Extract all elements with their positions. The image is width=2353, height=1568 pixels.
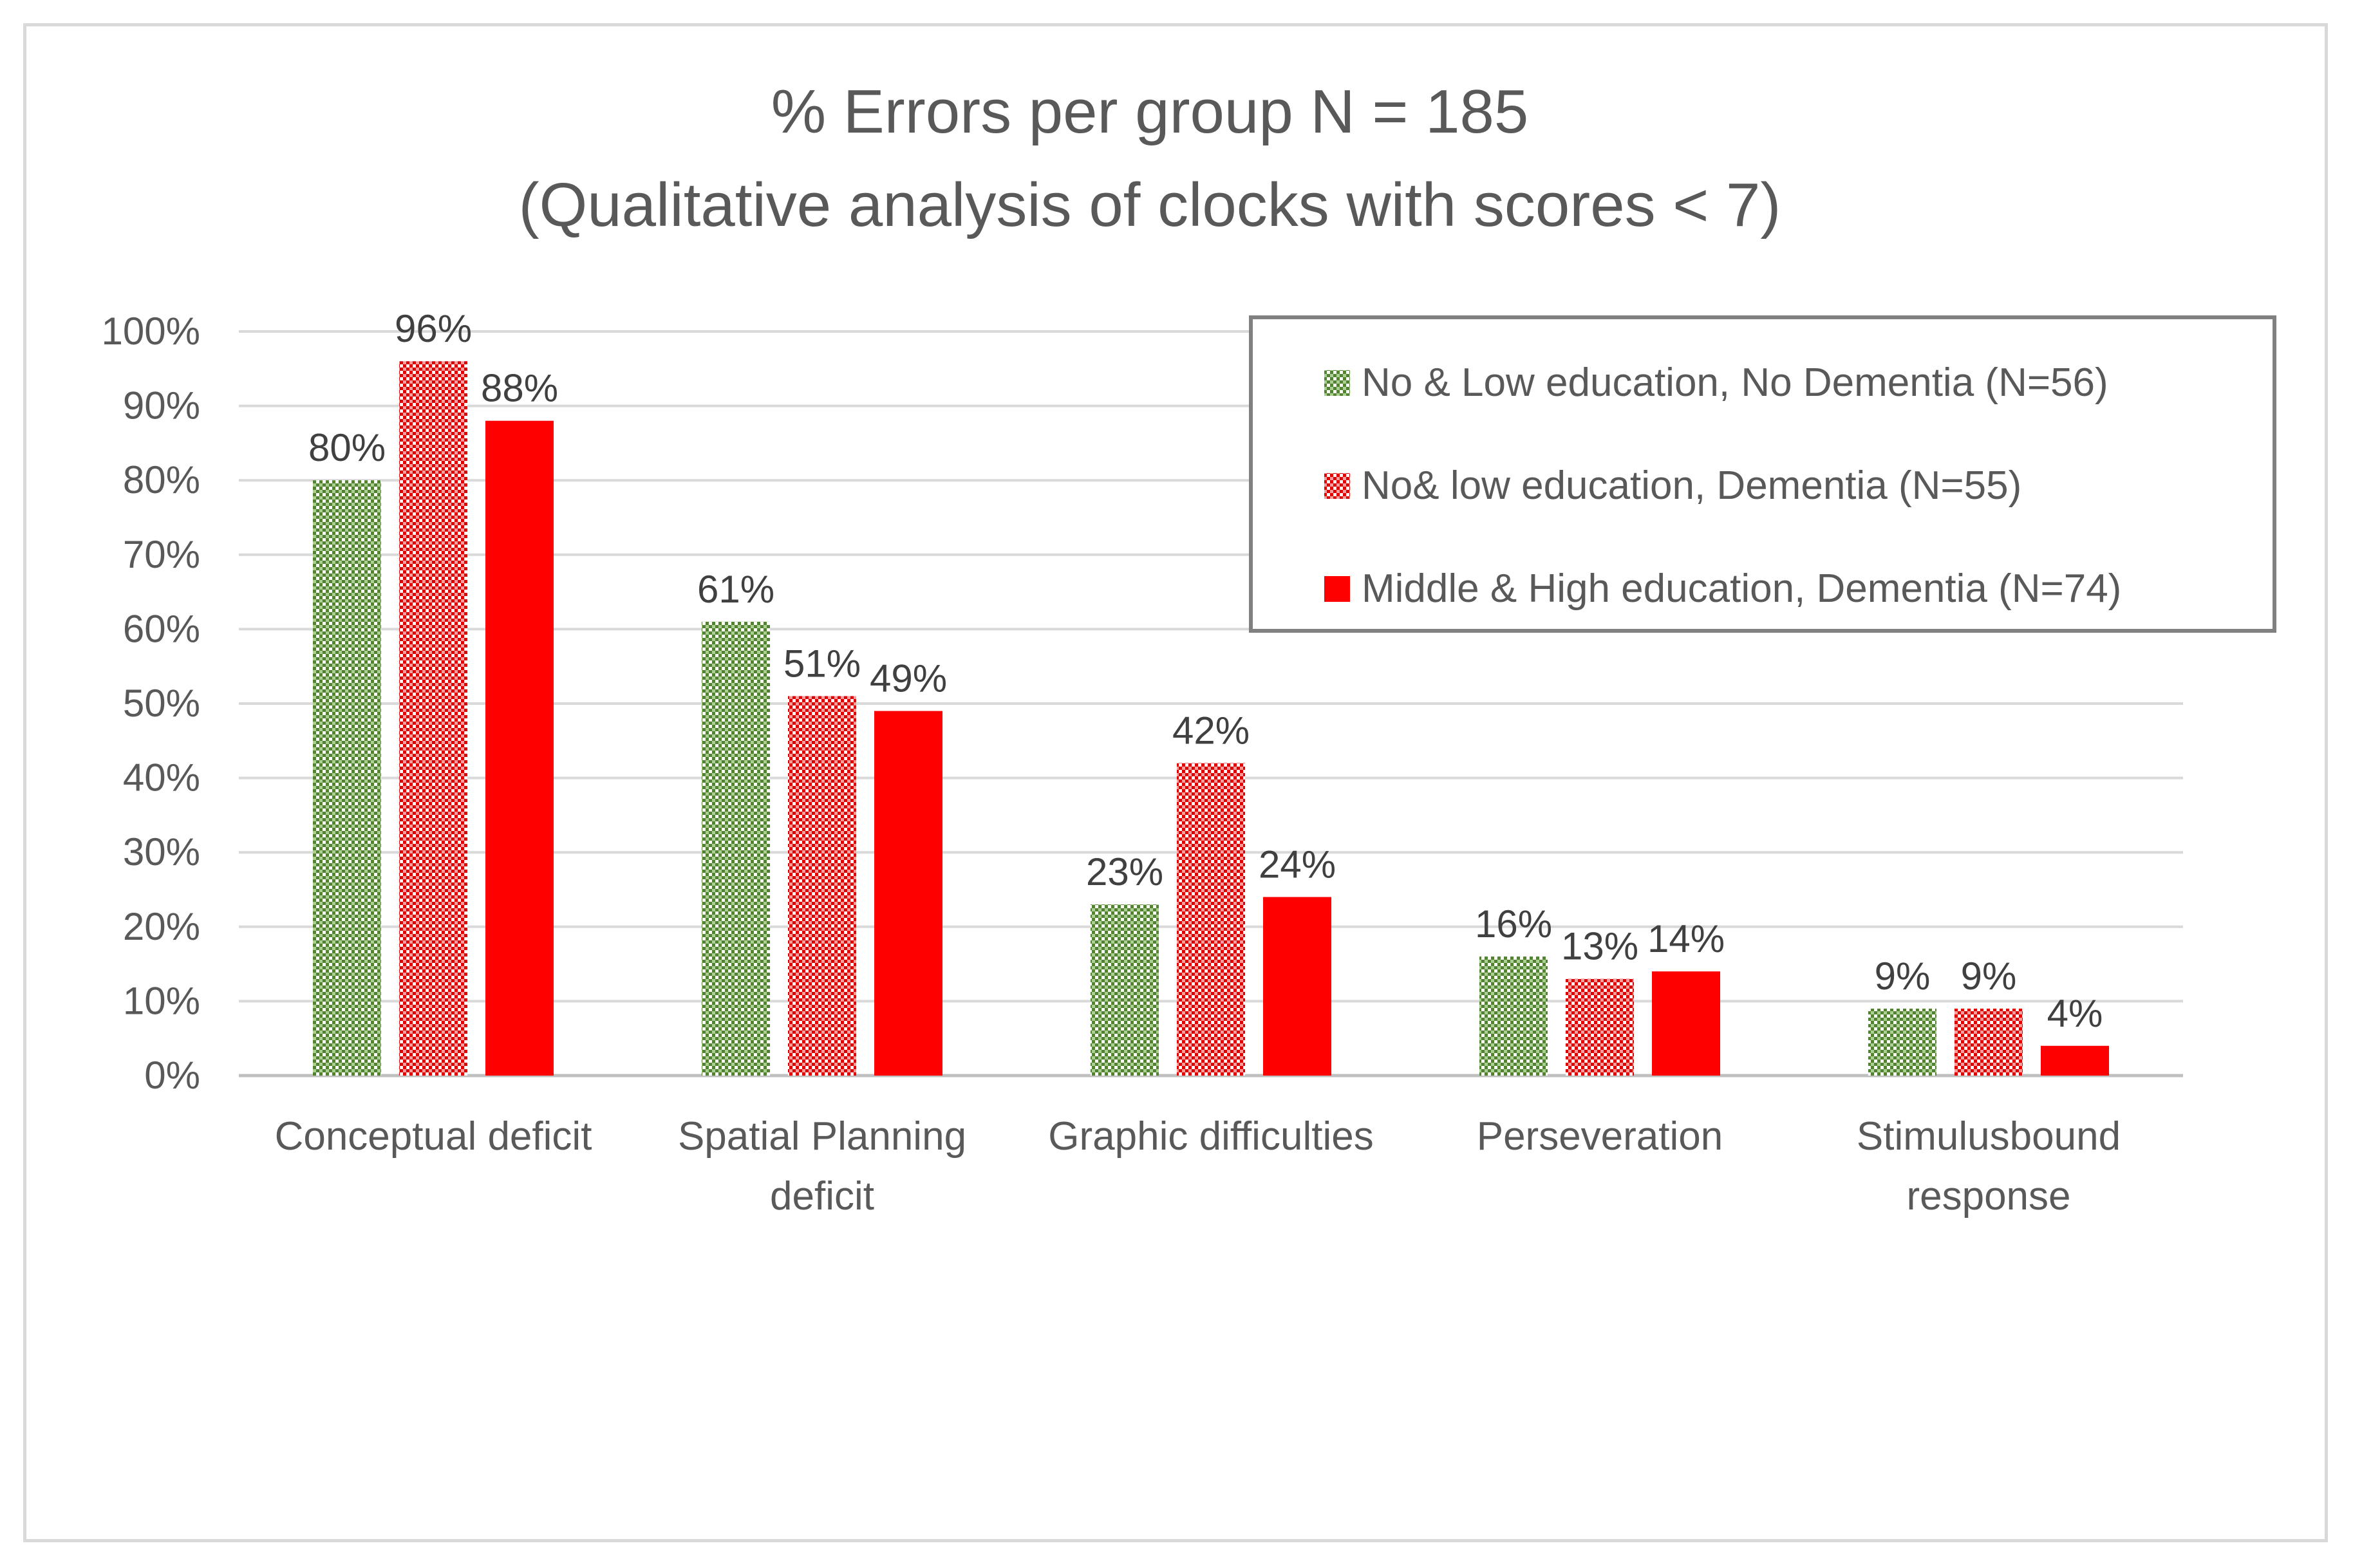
chart-title: % Errors per group N = 185 (771, 77, 1529, 146)
y-tick-label: 30% (123, 830, 200, 873)
data-label: 51% (783, 642, 861, 685)
x-category-label: Stimulusbound (1857, 1114, 2121, 1159)
legend: No & Low education, No Dementia (N=56) No… (1249, 315, 2276, 633)
bar-chart: % Errors per group N = 185 (Qualitative … (102, 77, 2276, 1218)
bar-3 (1263, 897, 1331, 1076)
data-label: 42% (1172, 709, 1250, 752)
legend-swatch (1324, 576, 1350, 602)
bar-2 (399, 361, 467, 1076)
x-category-label: Graphic difficulties (1048, 1114, 1373, 1159)
legend-entry-label: No & Low education, No Dementia (N=56) (1362, 360, 2108, 405)
bars (313, 361, 2109, 1076)
y-axis: 0% 10% 20% 30% 40% 50% 60% 70% 80% 90% 100% (102, 310, 200, 1097)
bar-3 (874, 711, 942, 1076)
x-category-label: Spatial Planning (678, 1114, 966, 1159)
legend-swatch (1324, 370, 1350, 396)
y-tick-label: 50% (123, 682, 200, 725)
data-label: 16% (1475, 902, 1552, 946)
data-label: 80% (308, 426, 386, 469)
bar-2 (1955, 1008, 2023, 1076)
bar-3 (2041, 1045, 2109, 1076)
chart-subtitle: (Qualitative analysis of clocks with sco… (519, 171, 1781, 239)
bar-1 (1091, 904, 1159, 1076)
x-category-label: deficit (770, 1174, 874, 1218)
data-label: 96% (395, 307, 472, 350)
data-label: 14% (1647, 917, 1725, 960)
y-tick-label: 0% (144, 1054, 200, 1097)
bar-2 (1177, 763, 1245, 1076)
legend-swatch (1324, 473, 1350, 499)
bar-3 (1652, 971, 1720, 1076)
bar-1 (702, 621, 770, 1076)
legend-entry-label: No& low education, Dementia (N=55) (1362, 463, 2021, 508)
bar-2 (788, 696, 856, 1076)
y-tick-label: 40% (123, 756, 200, 799)
data-label: 9% (1875, 955, 1931, 998)
bar-1 (1868, 1008, 1936, 1076)
y-tick-label: 100% (102, 310, 200, 353)
data-label: 24% (1259, 843, 1336, 886)
bar-3 (485, 420, 554, 1076)
y-tick-label: 10% (123, 979, 200, 1022)
legend-entry-label: Middle & High education, Dementia (N=74) (1362, 566, 2121, 611)
x-axis: Conceptual deficit Spatial Planning defici… (275, 1114, 2121, 1218)
legend-box (1249, 315, 2276, 633)
y-tick-label: 80% (123, 458, 200, 501)
data-label: 23% (1086, 850, 1163, 893)
data-label: 61% (697, 568, 774, 611)
bar-2 (1566, 978, 1634, 1076)
x-category-label: Perseveration (1477, 1114, 1723, 1159)
data-label: 9% (1961, 955, 2017, 998)
data-label: 13% (1561, 925, 1638, 968)
y-tick-label: 20% (123, 905, 200, 948)
bar-1 (1479, 957, 1548, 1076)
data-label: 4% (2047, 992, 2103, 1035)
x-category-label: Conceptual deficit (275, 1114, 592, 1159)
chart-frame: % Errors per group N = 185 (Qualitative … (23, 23, 2328, 1542)
data-label: 88% (481, 367, 558, 410)
data-labels: 80% 96%88% 61%51% 49% 23% 42% 24% 16%13% 14% 9% 9%… (308, 307, 2103, 1035)
x-category-label: response (1906, 1174, 2070, 1218)
y-tick-label: 70% (123, 533, 200, 576)
y-tick-label: 60% (123, 607, 200, 650)
y-tick-label: 90% (123, 384, 200, 427)
bar-1 (313, 480, 381, 1076)
data-label: 49% (870, 657, 947, 700)
